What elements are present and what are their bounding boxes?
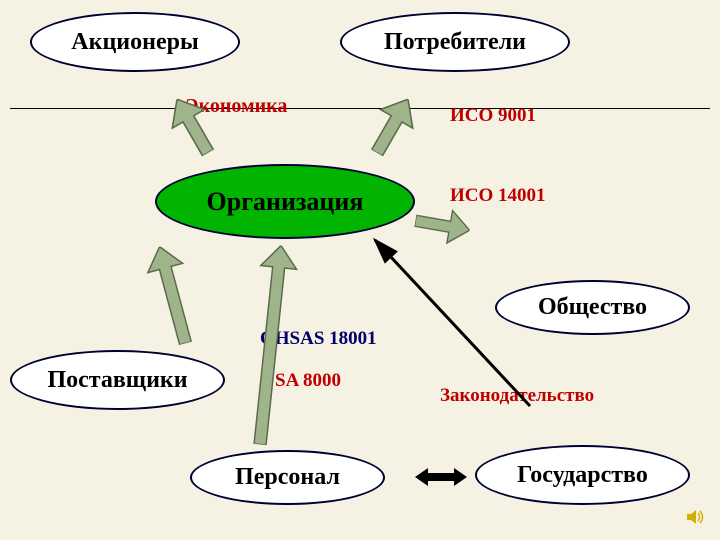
- ellipse-personnel-label: Персонал: [235, 464, 340, 491]
- sound-icon: [686, 508, 706, 526]
- ellipse-personnel: Персонал: [190, 450, 385, 505]
- ellipse-shareholders-label: Акционеры: [71, 29, 198, 56]
- ellipse-society-label: Общество: [538, 294, 647, 321]
- ellipse-suppliers: Поставщики: [10, 350, 225, 410]
- arrow-double-personnel-government: [415, 468, 467, 486]
- ellipse-government: Государство: [475, 445, 690, 505]
- label-iso9001: ИСО 9001: [450, 105, 536, 127]
- arrow-to-consumers: [358, 88, 428, 164]
- ellipse-organization-label: Организация: [207, 187, 364, 217]
- horizontal-rule: [10, 108, 710, 109]
- arrow-to-iso14001: [412, 199, 474, 253]
- label-legislation: Законодательство: [440, 385, 594, 407]
- ellipse-suppliers-label: Поставщики: [47, 367, 187, 394]
- ellipse-government-label: Государство: [517, 462, 648, 489]
- ellipse-society: Общество: [495, 280, 690, 335]
- arrow-from-suppliers: [138, 241, 207, 349]
- ellipse-organization: Организация: [155, 164, 415, 239]
- label-iso14001: ИСО 14001: [450, 185, 546, 207]
- ellipse-consumers-label: Потребители: [384, 29, 526, 56]
- ellipse-shareholders: Акционеры: [30, 12, 240, 72]
- ellipse-consumers: Потребители: [340, 12, 570, 72]
